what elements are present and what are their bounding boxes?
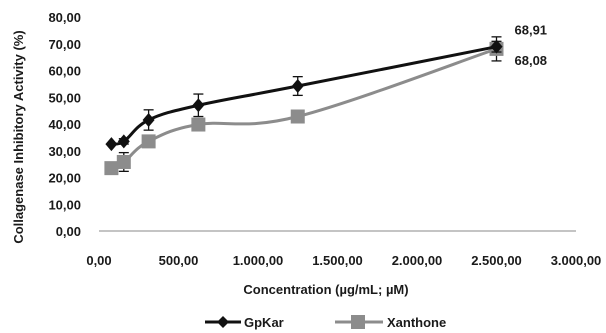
data-point (143, 113, 155, 127)
data-label: 68,08 (515, 53, 548, 68)
data-point (191, 118, 205, 132)
y-tick-label: 80,00 (48, 10, 81, 25)
series-line (111, 47, 496, 145)
y-tick-label: 40,00 (48, 117, 81, 132)
y-axis-title: Collagenase Inhibitory Activity (%) (11, 30, 26, 243)
legend-label-xanthone: Xanthone (387, 315, 446, 330)
legend-label-gpkar: GpKar (244, 315, 284, 330)
y-tick-label: 30,00 (48, 144, 81, 159)
x-tick-label: 2.500,00 (471, 253, 522, 268)
x-tick-label: 1.000,00 (233, 253, 284, 268)
legend-marker-xanthone (351, 315, 365, 329)
legend-item-gpkar: GpKar (205, 315, 284, 330)
x-tick-label: 0,00 (86, 253, 111, 268)
data-point (291, 110, 305, 124)
y-tick-label: 20,00 (48, 171, 81, 186)
data-point (104, 161, 118, 175)
data-point (105, 137, 117, 151)
legend-marker-gpkar (217, 316, 229, 328)
y-axis-ticks: 0,00 10,00 20,00 30,00 40,00 50,00 60,00 70,00 8… (48, 10, 81, 239)
x-tick-label: 2.000,00 (392, 253, 443, 268)
data-point (292, 79, 304, 93)
data-point (117, 155, 131, 169)
x-tick-label: 1.500,00 (312, 253, 363, 268)
x-tick-label: 3.000,00 (551, 253, 602, 268)
x-axis-title: Concentration (µg/mL; µM) (243, 282, 408, 297)
data-point (192, 98, 204, 112)
y-tick-label: 70,00 (48, 37, 81, 52)
legend-item-xanthone: Xanthone (335, 315, 446, 330)
y-tick-label: 50,00 (48, 90, 81, 105)
x-tick-label: 500,00 (159, 253, 199, 268)
x-axis-ticks: 0,00 500,00 1.000,00 1.500,00 2.000,00 2.500,… (86, 253, 601, 268)
data-labels: 68,91 68,08 (515, 23, 548, 68)
legend: GpKar Xanthone (205, 315, 446, 330)
data-point (142, 134, 156, 148)
y-tick-label: 10,00 (48, 197, 81, 212)
series-layer (104, 37, 503, 175)
y-tick-label: 0,00 (56, 224, 81, 239)
data-label: 68,91 (515, 23, 548, 38)
series-line (111, 49, 496, 168)
y-tick-label: 60,00 (48, 64, 81, 79)
